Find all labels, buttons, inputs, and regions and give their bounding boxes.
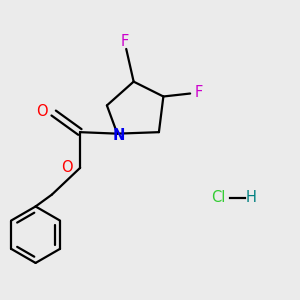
Text: F: F (195, 85, 203, 100)
Text: O: O (36, 104, 48, 119)
Text: Cl: Cl (211, 190, 226, 205)
Text: O: O (61, 160, 73, 175)
Text: F: F (121, 34, 129, 49)
Text: H: H (246, 190, 256, 205)
Text: N: N (112, 128, 125, 142)
